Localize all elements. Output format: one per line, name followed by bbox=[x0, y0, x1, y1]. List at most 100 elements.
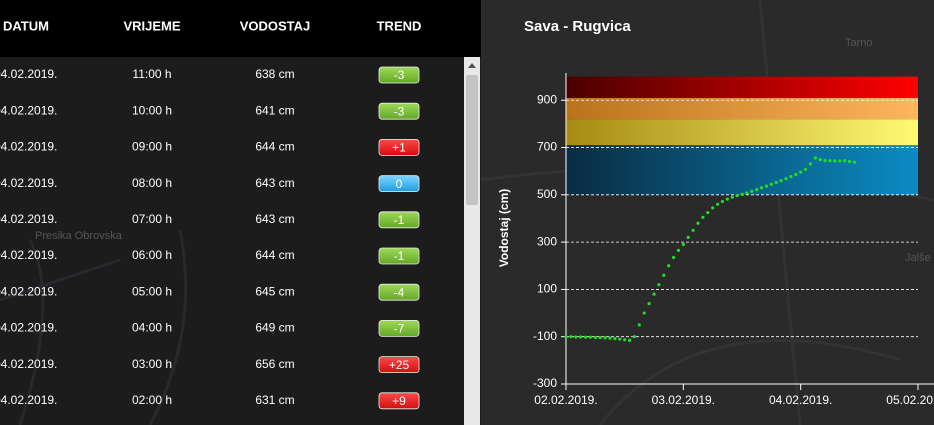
scrollbar-thumb[interactable] bbox=[466, 75, 478, 205]
level-band bbox=[566, 76, 918, 98]
data-point bbox=[627, 338, 632, 342]
data-point bbox=[745, 191, 749, 195]
data-point bbox=[764, 184, 769, 188]
y-tick-label: 100 bbox=[537, 282, 557, 296]
trend-badge bbox=[378, 247, 420, 265]
table-cell: 04.02.2019. bbox=[0, 321, 57, 335]
table-cell: 638 cm bbox=[255, 67, 294, 81]
data-point bbox=[569, 335, 573, 339]
table-cell: 04.02.2019. bbox=[0, 103, 57, 117]
trend-value: +1 bbox=[392, 141, 406, 155]
data-point bbox=[838, 159, 842, 163]
data-point bbox=[608, 336, 612, 340]
trend-badge bbox=[378, 66, 420, 84]
data-point bbox=[671, 255, 676, 260]
y-tick-label: -300 bbox=[533, 376, 557, 390]
table-cell: 05:00 h bbox=[132, 284, 172, 298]
data-point bbox=[818, 157, 822, 162]
trend-badge bbox=[378, 356, 420, 374]
data-point bbox=[720, 199, 725, 204]
y-axis-label: Vodostaj (cm) bbox=[497, 189, 511, 267]
trend-badge bbox=[378, 175, 420, 193]
data-point bbox=[593, 335, 597, 340]
y-tick-label: 900 bbox=[537, 92, 557, 106]
table-header bbox=[0, 0, 481, 57]
trend-badge bbox=[378, 211, 420, 229]
data-point bbox=[647, 302, 651, 306]
data-point bbox=[662, 273, 666, 277]
data-point bbox=[808, 162, 813, 166]
y-tick-label: 700 bbox=[537, 140, 557, 154]
trend-value: -3 bbox=[394, 104, 405, 118]
scroll-up[interactable] bbox=[468, 63, 476, 68]
data-point bbox=[564, 335, 568, 339]
table-cell: 04.02.2019. bbox=[0, 176, 57, 190]
x-tick-label: 05.02.2019. bbox=[886, 393, 934, 407]
data-point bbox=[750, 189, 754, 193]
table-cell: 04:00 h bbox=[132, 321, 172, 335]
data-point bbox=[652, 292, 656, 296]
table-cell: 04.02.2019. bbox=[0, 357, 57, 371]
table-cell: 641 cm bbox=[255, 103, 294, 117]
table-cell: 644 cm bbox=[255, 248, 294, 262]
trend-badge bbox=[378, 392, 420, 410]
level-band bbox=[566, 145, 918, 195]
table-cell: 04.02.2019. bbox=[0, 67, 57, 81]
chart: Sava - Rugvica Vodostaj (cm) -300 -100 100… bbox=[497, 18, 934, 407]
data-point bbox=[681, 242, 685, 247]
map-label: Jalše bbox=[905, 252, 931, 264]
table-cell: 09:00 h bbox=[132, 140, 172, 154]
data-point bbox=[725, 197, 729, 201]
data-point bbox=[803, 167, 808, 171]
data-point bbox=[642, 311, 646, 315]
data-point bbox=[833, 159, 837, 163]
trend-value: +25 bbox=[389, 358, 410, 372]
y-tick-label: 500 bbox=[537, 187, 557, 201]
data-point bbox=[667, 264, 671, 268]
map-label: Presika Obrovska bbox=[35, 230, 123, 242]
table-cell: 08:00 h bbox=[132, 176, 172, 190]
y-tick-label: -100 bbox=[533, 329, 557, 343]
data-point bbox=[676, 248, 681, 252]
data-point bbox=[730, 195, 734, 199]
data-point bbox=[706, 210, 710, 215]
column-header: VRIJEME bbox=[123, 18, 180, 33]
data-point bbox=[779, 179, 783, 183]
table-cell: 10:00 h bbox=[132, 103, 172, 117]
trend-value: -1 bbox=[394, 213, 405, 227]
trend-value: -4 bbox=[394, 285, 405, 299]
data-point bbox=[637, 323, 641, 327]
column-header: DATUM bbox=[3, 18, 49, 33]
data-point bbox=[774, 180, 778, 185]
table-cell: 04.02.2019. bbox=[0, 393, 57, 407]
x-tick-label: 03.02.2019. bbox=[652, 393, 715, 407]
data-point bbox=[574, 335, 578, 339]
table-cell: 644 cm bbox=[255, 140, 294, 154]
data-point bbox=[852, 160, 857, 164]
data-point bbox=[657, 283, 661, 287]
table-cell: 643 cm bbox=[255, 212, 294, 226]
column-header: TREND bbox=[377, 18, 422, 33]
data-point bbox=[843, 159, 847, 163]
data-point bbox=[632, 335, 637, 339]
table-cell: 04.02.2019. bbox=[0, 212, 57, 226]
data-point bbox=[691, 228, 695, 232]
data-point bbox=[828, 159, 832, 163]
data-point bbox=[823, 158, 827, 163]
data-point bbox=[623, 338, 627, 342]
table-cell: 03:00 h bbox=[132, 357, 172, 371]
trend-value: 0 bbox=[396, 177, 403, 191]
trend-badge bbox=[378, 138, 420, 156]
data-point bbox=[711, 206, 715, 210]
table-cell: 04.02.2019. bbox=[0, 248, 57, 262]
data-point bbox=[847, 159, 852, 164]
data-point bbox=[769, 182, 773, 186]
data-point bbox=[735, 194, 739, 198]
data-point bbox=[715, 202, 720, 206]
trend-badge bbox=[378, 102, 420, 120]
x-tick-label: 04.02.2019. bbox=[769, 393, 832, 407]
data-point bbox=[759, 186, 764, 190]
level-band bbox=[566, 119, 918, 146]
data-point bbox=[740, 192, 744, 196]
